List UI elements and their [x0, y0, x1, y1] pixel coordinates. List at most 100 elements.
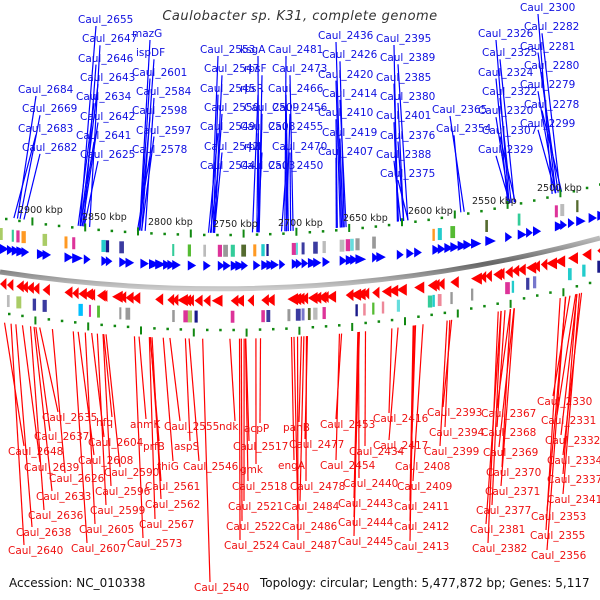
forward-gene-label[interactable]: Caul_2376	[380, 129, 436, 142]
forward-gene-label[interactable]: Caul_2503	[240, 159, 296, 172]
forward-gene-label[interactable]: Caul_2646	[78, 52, 134, 65]
reverse-gene-label[interactable]: Caul_2590	[104, 467, 160, 479]
forward-gene-label[interactable]: Caul_2325	[482, 47, 538, 60]
reverse-gene-label[interactable]: Caul_2573	[127, 538, 183, 550]
forward-gene-label[interactable]: Caul_2455	[268, 121, 324, 134]
forward-gene-label[interactable]: Caul_2401	[376, 110, 432, 123]
reverse-gene-label[interactable]: Caul_2517	[233, 441, 289, 453]
forward-gene-label[interactable]: Caul_2470	[272, 140, 328, 153]
forward-gene-label[interactable]: Caul_2385	[376, 71, 432, 84]
reverse-gene-label[interactable]: Caul_2454	[320, 460, 376, 472]
reverse-gene-label[interactable]: Caul_2484	[284, 501, 340, 513]
reverse-gene-label[interactable]: Caul_2605	[79, 524, 135, 536]
forward-gene-label[interactable]: Caul_2601	[132, 66, 188, 79]
reverse-gene-label[interactable]: Caul_2394	[429, 427, 485, 439]
reverse-gene-label[interactable]: Caul_2443	[338, 498, 394, 510]
forward-gene-label[interactable]: Caul_2281	[520, 40, 576, 53]
forward-gene-label[interactable]: Caul_2329	[478, 143, 534, 156]
reverse-gene-label[interactable]: Caul_2434	[349, 446, 405, 458]
forward-gene-label[interactable]: mazG	[132, 28, 163, 40]
forward-gene-label[interactable]: rpsR	[240, 82, 264, 95]
forward-gene-label[interactable]: Caul_2542	[204, 140, 260, 153]
reverse-gene-label[interactable]: Caul_2626	[49, 473, 105, 485]
reverse-gene-label[interactable]: Caul_2369	[483, 447, 539, 459]
forward-gene-label[interactable]: Caul_2634	[76, 91, 132, 104]
forward-gene-label[interactable]: Caul_2414	[322, 87, 378, 100]
reverse-gene-label[interactable]: Caul_2522	[226, 521, 282, 533]
forward-gene-label[interactable]: Caul_2388	[376, 148, 432, 161]
forward-gene-label[interactable]: Caul_2456	[272, 101, 328, 114]
forward-gene-label[interactable]: Caul_2682	[22, 141, 78, 154]
forward-gene-label[interactable]: Caul_2280	[524, 59, 580, 72]
reverse-gene-label[interactable]: engA	[278, 460, 305, 472]
forward-gene-label[interactable]: Caul_2683	[18, 122, 74, 135]
reverse-gene-label[interactable]: Caul_2562	[145, 499, 201, 511]
forward-gene-label[interactable]: Caul_2419	[322, 126, 378, 139]
forward-gene-label[interactable]: Caul_2395	[376, 33, 432, 45]
reverse-gene-label[interactable]: Caul_2648	[8, 446, 64, 458]
forward-gene-label[interactable]: Caul_2549	[200, 121, 256, 134]
reverse-gene-label[interactable]: Caul_2331	[541, 415, 597, 427]
forward-gene-label[interactable]: Caul_2655	[78, 14, 134, 26]
reverse-gene-label[interactable]: Caul_2608	[78, 455, 134, 467]
reverse-gene-label[interactable]: Caul_2413	[394, 541, 450, 553]
reverse-gene-label[interactable]: anmK	[130, 419, 161, 431]
reverse-gene-label[interactable]: Caul_2334	[547, 455, 600, 467]
reverse-gene-label[interactable]: Caul_2524	[224, 540, 280, 552]
forward-gene-label[interactable]: Caul_2420	[318, 68, 374, 81]
reverse-gene-label[interactable]: Caul_2440	[343, 478, 399, 490]
reverse-gene-label[interactable]: Caul_2521	[228, 501, 284, 513]
reverse-gene-label[interactable]: Caul_2486	[282, 521, 338, 533]
reverse-gene-label[interactable]: Caul_2478	[290, 481, 346, 493]
reverse-gene-label[interactable]: Caul_2636	[28, 510, 84, 522]
forward-gene-label[interactable]: Caul_2320	[478, 105, 534, 118]
forward-gene-label[interactable]: Caul_2326	[478, 28, 534, 40]
forward-gene-label[interactable]: Caul_2278	[524, 98, 580, 111]
forward-gene-label[interactable]: Caul_2307	[482, 124, 538, 137]
reverse-gene-label[interactable]: Caul_2355	[530, 530, 586, 542]
reverse-gene-label[interactable]: Caul_2546	[183, 461, 239, 473]
reverse-gene-label[interactable]: Caul_2371	[485, 486, 541, 498]
reverse-gene-label[interactable]: Caul_2518	[232, 481, 288, 493]
reverse-gene-label[interactable]: Caul_2356	[531, 550, 587, 562]
reverse-gene-label[interactable]: Caul_2604	[88, 437, 144, 449]
reverse-gene-label[interactable]: thiG	[157, 461, 179, 473]
reverse-gene-label[interactable]: Caul_2444	[338, 517, 394, 529]
reverse-gene-label[interactable]: hfq	[96, 417, 114, 429]
forward-gene-label[interactable]: Caul_2547	[204, 63, 260, 76]
forward-gene-label[interactable]: Caul_2684	[18, 84, 74, 96]
forward-gene-label[interactable]: Caul_2544	[200, 159, 256, 172]
reverse-gene-label[interactable]: Caul_2607	[71, 543, 127, 555]
reverse-gene-label[interactable]: Caul_2635	[42, 412, 98, 424]
forward-gene-label[interactable]: Caul_2553	[200, 44, 256, 56]
reverse-gene-label[interactable]: Caul_2453	[320, 419, 376, 431]
forward-gene-label[interactable]: Caul_2509	[244, 101, 300, 114]
reverse-gene-label[interactable]: Caul_2417	[373, 440, 429, 452]
forward-gene-label[interactable]: ispDF	[136, 47, 166, 60]
reverse-gene-label[interactable]: Caul_2353	[531, 511, 587, 523]
forward-gene-label[interactable]: ksgA	[240, 44, 266, 56]
forward-gene-label[interactable]: Caul_2647	[82, 33, 138, 46]
reverse-gene-label[interactable]: Caul_2633	[36, 491, 92, 503]
reverse-gene-label[interactable]: Caul_2381	[470, 524, 526, 536]
forward-gene-label[interactable]: Caul_2466	[268, 82, 324, 95]
forward-gene-label[interactable]: Caul_2669	[22, 103, 78, 116]
forward-gene-label[interactable]: Caul_2299	[520, 117, 576, 130]
forward-gene-label[interactable]: Caul_2643	[80, 71, 136, 84]
reverse-gene-label[interactable]: Caul_2368	[481, 427, 537, 439]
reverse-gene-label[interactable]: Caul_2599	[90, 505, 146, 517]
forward-gene-label[interactable]: Caul_2550	[204, 101, 260, 114]
reverse-gene-label[interactable]: Caul_2330	[537, 396, 593, 408]
forward-gene-label[interactable]: Caul_2279	[520, 79, 576, 92]
reverse-gene-label[interactable]: prfB	[143, 441, 165, 453]
reverse-gene-label[interactable]: gmk	[240, 464, 263, 476]
forward-gene-label[interactable]: Caul_2365	[432, 104, 488, 116]
forward-gene-label[interactable]: Caul_2407	[318, 145, 374, 158]
reverse-gene-label[interactable]: Caul_2332	[545, 435, 600, 447]
forward-gene-label[interactable]: Caul_2578	[132, 143, 188, 156]
forward-gene-label[interactable]: Caul_2375	[380, 168, 436, 181]
reverse-gene-label[interactable]: Caul_2399	[424, 446, 480, 458]
forward-gene-label[interactable]: Caul_2322	[482, 85, 538, 98]
forward-gene-label[interactable]: Caul_2426	[322, 49, 378, 62]
reverse-gene-label[interactable]: Caul_2540	[194, 582, 250, 594]
